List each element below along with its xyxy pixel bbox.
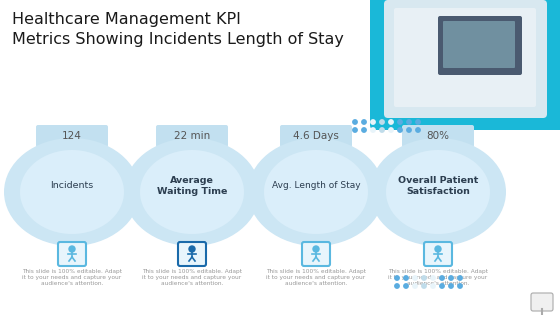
- Circle shape: [380, 128, 384, 132]
- Circle shape: [458, 284, 462, 288]
- FancyBboxPatch shape: [402, 125, 474, 147]
- Circle shape: [407, 120, 411, 124]
- Polygon shape: [359, 179, 372, 205]
- Text: 80%: 80%: [427, 131, 450, 141]
- Circle shape: [353, 120, 357, 124]
- FancyBboxPatch shape: [114, 181, 138, 203]
- Circle shape: [69, 246, 75, 252]
- Circle shape: [380, 120, 384, 124]
- Circle shape: [398, 120, 402, 124]
- Circle shape: [416, 128, 420, 132]
- Circle shape: [435, 246, 441, 252]
- Ellipse shape: [386, 150, 490, 234]
- FancyBboxPatch shape: [36, 125, 108, 147]
- Circle shape: [362, 128, 366, 132]
- Circle shape: [413, 276, 417, 280]
- FancyBboxPatch shape: [438, 16, 522, 75]
- Circle shape: [371, 120, 375, 124]
- Text: This slide is 100% editable. Adapt
it to your needs and capture your
audience's : This slide is 100% editable. Adapt it to…: [22, 269, 122, 286]
- Ellipse shape: [124, 138, 260, 246]
- Circle shape: [371, 128, 375, 132]
- Text: 22 min: 22 min: [174, 131, 210, 141]
- Circle shape: [440, 284, 444, 288]
- Circle shape: [416, 120, 420, 124]
- Circle shape: [398, 128, 402, 132]
- FancyBboxPatch shape: [394, 8, 536, 107]
- Circle shape: [189, 246, 195, 252]
- Circle shape: [389, 120, 393, 124]
- FancyBboxPatch shape: [238, 181, 258, 203]
- Circle shape: [395, 276, 399, 280]
- FancyBboxPatch shape: [424, 242, 452, 266]
- Polygon shape: [237, 179, 250, 205]
- FancyBboxPatch shape: [531, 293, 553, 311]
- FancyBboxPatch shape: [360, 181, 382, 203]
- Circle shape: [389, 128, 393, 132]
- Circle shape: [404, 276, 408, 280]
- FancyBboxPatch shape: [302, 242, 330, 266]
- Text: Overall Patient
Satisfaction: Overall Patient Satisfaction: [398, 176, 478, 196]
- FancyBboxPatch shape: [178, 242, 206, 266]
- Circle shape: [313, 246, 319, 252]
- Circle shape: [422, 276, 426, 280]
- Circle shape: [353, 128, 357, 132]
- Text: Average
Waiting Time: Average Waiting Time: [157, 176, 227, 196]
- FancyBboxPatch shape: [280, 125, 352, 147]
- Ellipse shape: [264, 150, 368, 234]
- Text: Incidents: Incidents: [50, 181, 94, 191]
- FancyBboxPatch shape: [384, 0, 547, 118]
- Polygon shape: [113, 179, 126, 205]
- Text: Avg. Length of Stay: Avg. Length of Stay: [272, 181, 360, 191]
- FancyBboxPatch shape: [58, 242, 86, 266]
- FancyBboxPatch shape: [370, 0, 560, 130]
- Circle shape: [422, 284, 426, 288]
- Ellipse shape: [20, 150, 124, 234]
- FancyBboxPatch shape: [443, 21, 515, 68]
- Circle shape: [449, 276, 453, 280]
- Ellipse shape: [248, 138, 384, 246]
- Ellipse shape: [4, 138, 140, 246]
- Text: This slide is 100% editable. Adapt
it to your needs and capture your
audience's : This slide is 100% editable. Adapt it to…: [266, 269, 366, 286]
- Circle shape: [407, 128, 411, 132]
- Circle shape: [431, 276, 435, 280]
- Text: Healthcare Management KPI
Metrics Showing Incidents Length of Stay: Healthcare Management KPI Metrics Showin…: [12, 12, 344, 47]
- Ellipse shape: [370, 138, 506, 246]
- Text: This slide is 100% editable. Adapt
it to your needs and capture your
audience's : This slide is 100% editable. Adapt it to…: [388, 269, 488, 286]
- Circle shape: [395, 284, 399, 288]
- Text: 124: 124: [62, 131, 82, 141]
- Circle shape: [404, 284, 408, 288]
- FancyBboxPatch shape: [156, 125, 228, 147]
- Circle shape: [458, 276, 462, 280]
- Circle shape: [440, 276, 444, 280]
- Circle shape: [431, 284, 435, 288]
- Circle shape: [362, 120, 366, 124]
- Text: 4.6 Days: 4.6 Days: [293, 131, 339, 141]
- Text: This slide is 100% editable. Adapt
it to your needs and capture your
audience's : This slide is 100% editable. Adapt it to…: [142, 269, 242, 286]
- Ellipse shape: [140, 150, 244, 234]
- Circle shape: [413, 284, 417, 288]
- Circle shape: [449, 284, 453, 288]
